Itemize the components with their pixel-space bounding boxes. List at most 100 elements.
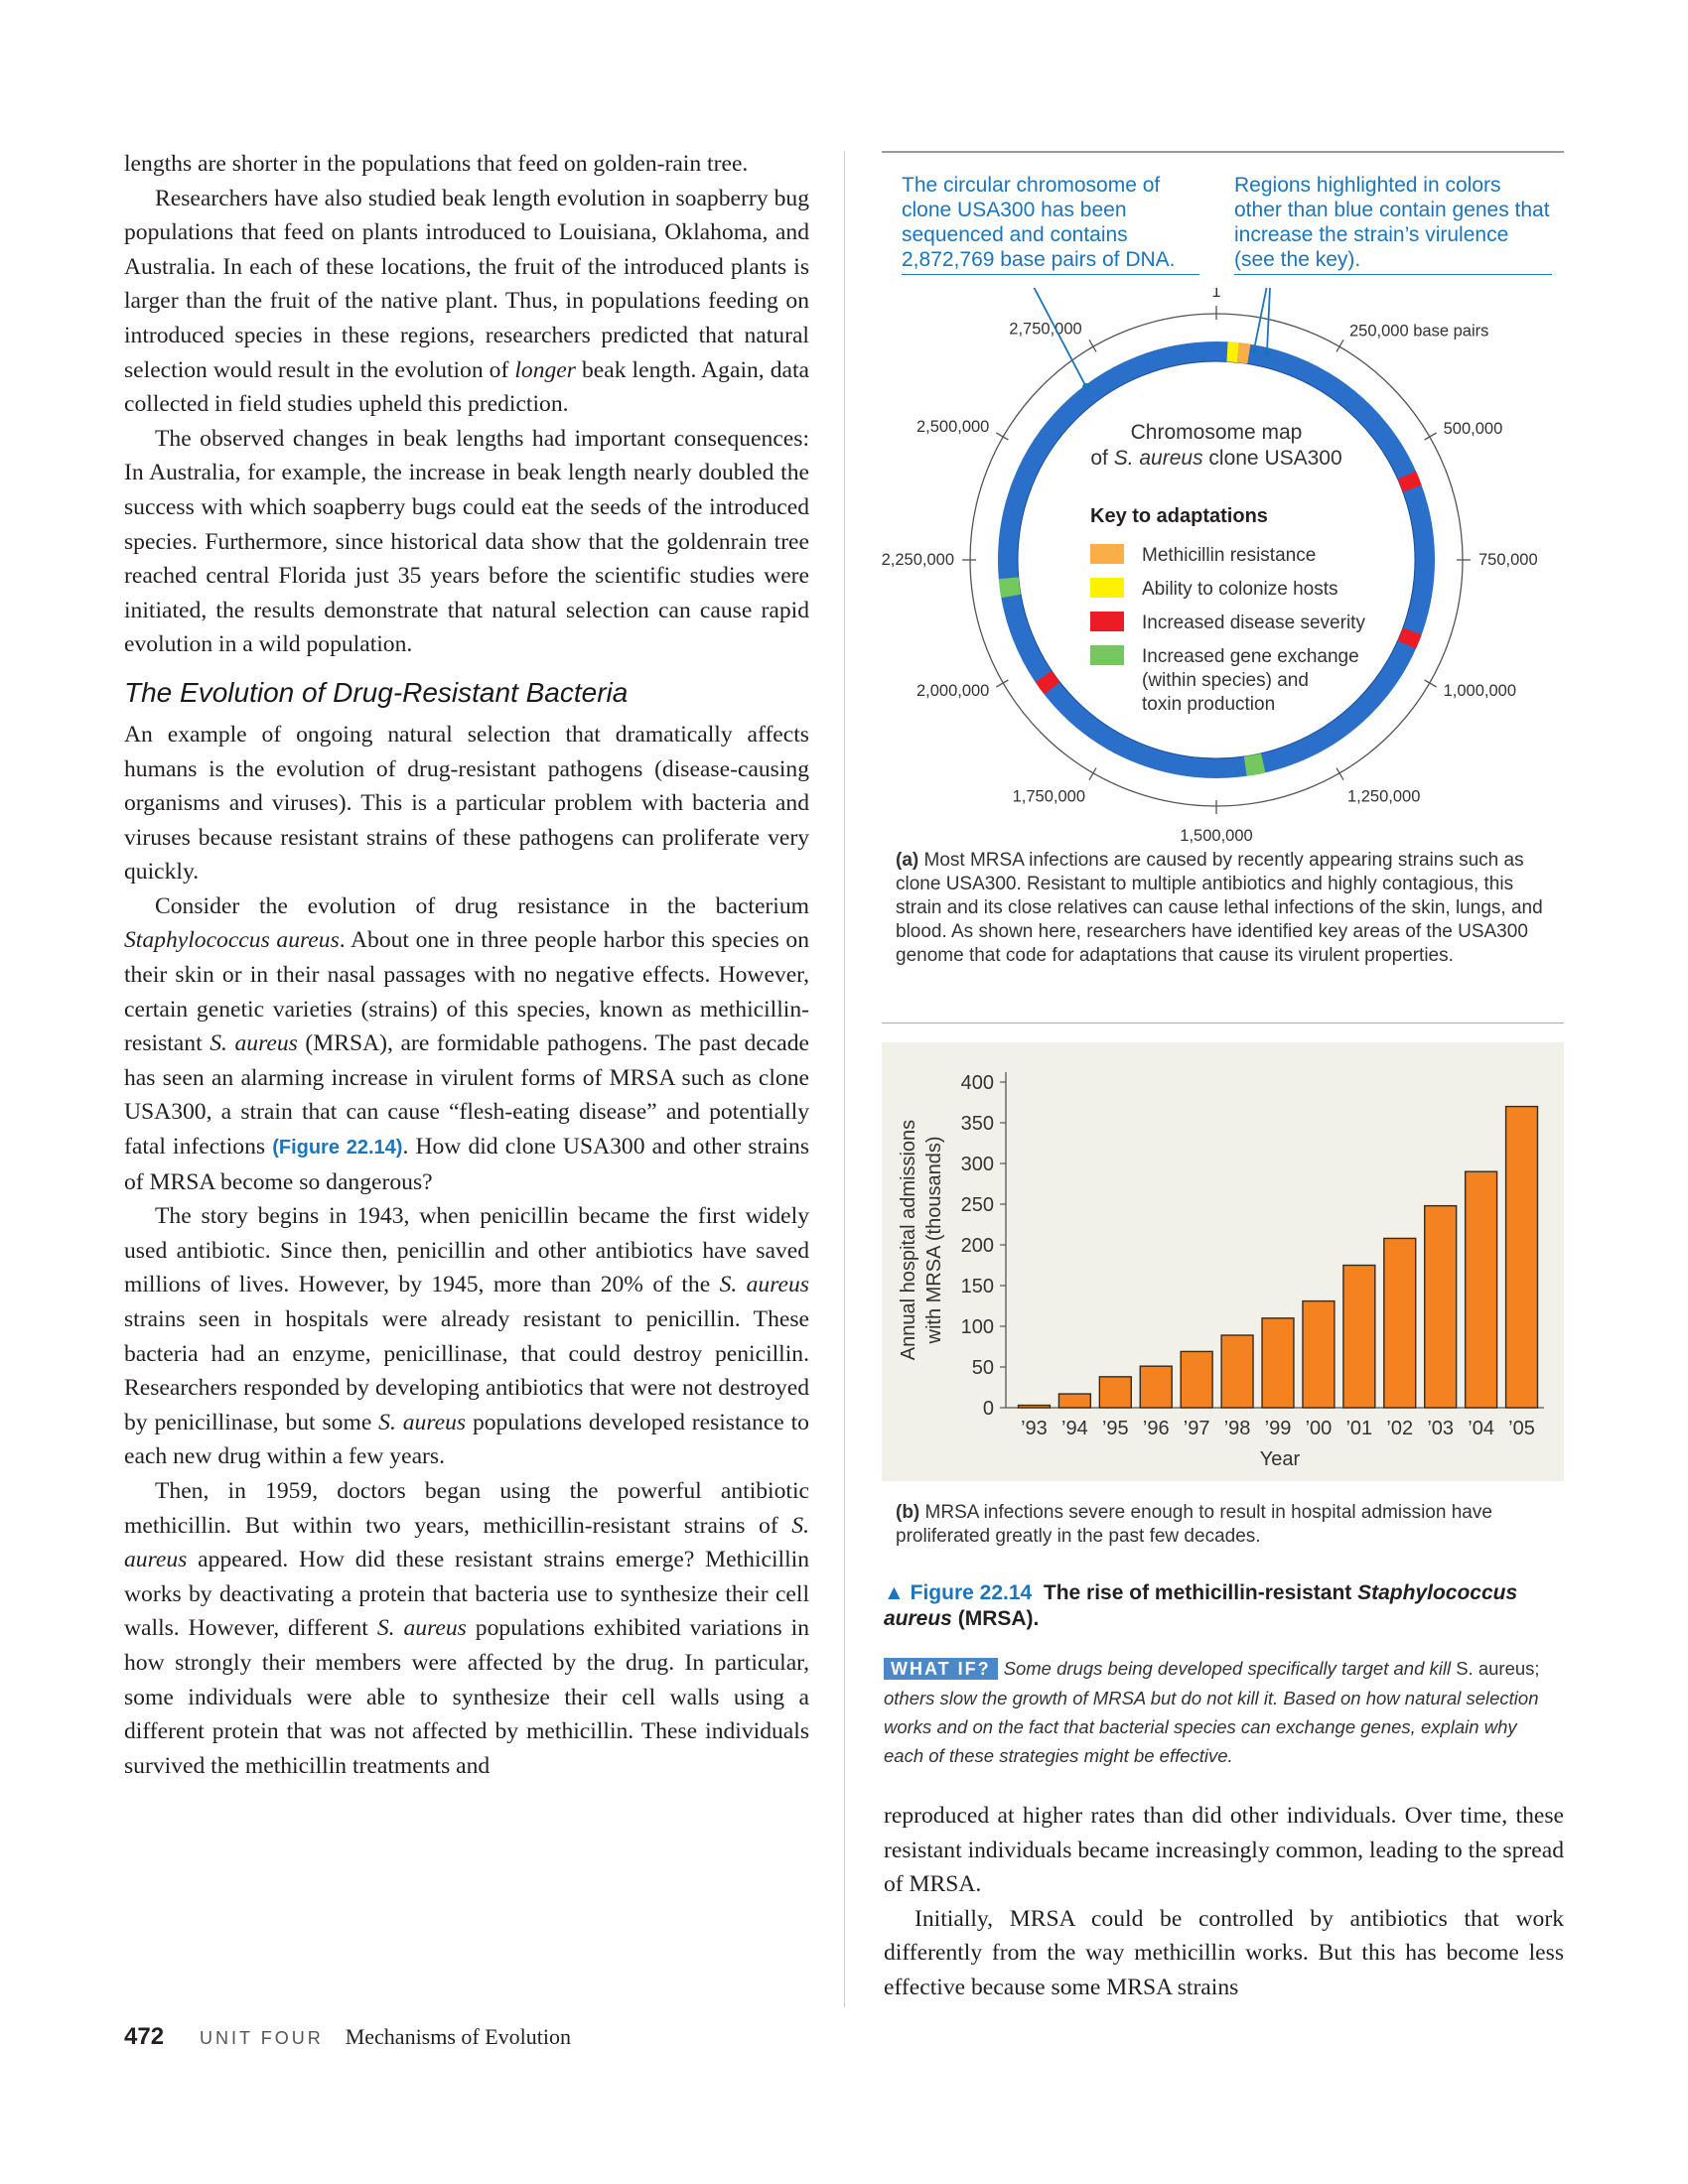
chromosome-map-diagram: 1 250,000 base pairs 500,000 750,000 1,000,0… <box>882 288 1538 844</box>
x-tick-label: ’02 <box>1386 1418 1413 1439</box>
bar <box>1017 1404 1052 1409</box>
scale-tick <box>1424 679 1438 688</box>
key-swatch <box>1090 578 1124 598</box>
species-name: S. aureus <box>376 1615 467 1642</box>
y-axis-label: with MRSA (thousands) <box>923 1137 945 1345</box>
bar <box>1057 1393 1092 1409</box>
bar <box>1504 1105 1539 1409</box>
paragraph: The story begins in 1943, when penicilli… <box>124 1199 809 1474</box>
species-name: S. aureus <box>719 1272 809 1298</box>
paragraph: Then, in 1959, doctors began using the p… <box>124 1474 809 1783</box>
caption-text: MRSA infections severe enough to result … <box>896 1502 1492 1547</box>
y-tick-label: 400 <box>961 1072 994 1094</box>
callout-pointer-dot <box>1082 383 1090 391</box>
bar <box>1464 1170 1498 1409</box>
callout-pointer-dot <box>1263 349 1271 357</box>
key-label: toxin production <box>1142 694 1275 715</box>
key-label: Methicillin resistance <box>1142 545 1316 566</box>
paragraph: An example of ongoing natural selection … <box>124 721 809 886</box>
bar <box>1302 1299 1336 1409</box>
y-tick-label: 100 <box>961 1316 994 1338</box>
figure-divider <box>882 1023 1564 1024</box>
y-tick-label: 350 <box>961 1113 994 1135</box>
species-name: S. aureus <box>124 1512 809 1573</box>
text-run: populations developed resistance to each… <box>124 1409 809 1470</box>
methicillin-resistance-segment <box>1236 342 1251 364</box>
key-label: Ability to colonize hosts <box>1142 579 1338 600</box>
key-swatch <box>1090 544 1124 564</box>
gene-exchange-segment <box>998 577 1022 599</box>
text-run: . How did clone USA300 and other strains… <box>124 1134 809 1195</box>
key-swatch <box>1090 645 1124 665</box>
scale-label: 500,000 <box>1444 420 1503 438</box>
caption-b: (b) MRSA infections severe enough to res… <box>896 1501 1551 1549</box>
emphasis: longer <box>514 356 576 383</box>
y-axis-label: Annual hospital admissions <box>898 1120 919 1360</box>
figure-title: ▲ Figure 22.14 The rise of methicillin-r… <box>884 1580 1559 1632</box>
figure-reference-link[interactable]: (Figure 22.14) <box>272 1137 403 1160</box>
what-if-question: WHAT IF? Some drugs being developed speci… <box>884 1654 1559 1770</box>
figure-top-rule <box>882 151 1564 153</box>
question-text: others slow the growth of MRSA but do no… <box>884 1688 1539 1766</box>
scale-tick <box>995 432 1009 441</box>
bar-chart: 0 50 100 150 200 250 300 350 400 Annual hospital … <box>898 1072 1544 1470</box>
bar <box>1139 1365 1173 1409</box>
paragraph: Initially, MRSA could be controlled by a… <box>884 1905 1564 2000</box>
figure-number: Figure 22.14 <box>910 1581 1033 1604</box>
scale-label: 2,250,000 <box>882 551 954 569</box>
text-run: (MRSA), are formidable pathogens. The pa… <box>124 1030 809 1160</box>
column-divider <box>844 151 845 2007</box>
callout-pointer <box>1033 288 1087 388</box>
bar-chart-panel: 0 50 100 150 200 250 300 350 400 Annual hospital … <box>882 1042 1564 1481</box>
y-tick-label: 50 <box>972 1357 994 1379</box>
text-run: The story begins in 1943, when penicilli… <box>124 1203 809 1298</box>
species-name: S. aureus <box>378 1409 467 1435</box>
triangle-icon: ▲ <box>884 1581 905 1604</box>
disease-severity-segment <box>1397 627 1422 649</box>
caption-label: (a) <box>896 850 919 871</box>
chromosome-ring <box>998 341 1435 778</box>
bar <box>1424 1204 1458 1409</box>
key-swatch <box>1090 612 1124 631</box>
species-name: S. aureus <box>210 1030 298 1057</box>
callout-pointer-dot <box>1250 347 1258 355</box>
scale-label: 2,750,000 <box>1009 320 1081 338</box>
callout-chromosome: The circular chromosome of clone USA300 … <box>902 173 1199 275</box>
y-tick-label: 0 <box>983 1398 994 1420</box>
scale-label: 2,500,000 <box>916 418 989 436</box>
colonize-hosts-segment <box>1226 341 1239 363</box>
scale-tick <box>1088 767 1097 781</box>
key-title: Key to adaptations <box>1090 505 1268 527</box>
paragraph: lengths are shorter in the populations t… <box>124 151 749 177</box>
text-run: Consider the evolution of drug resistanc… <box>155 892 809 919</box>
map-subtitle: of S. aureus clone USA300 <box>1090 447 1341 470</box>
callout-pointer <box>1253 288 1268 350</box>
scale-label: 1 <box>1211 288 1220 301</box>
scale-label: 750,000 <box>1478 551 1538 569</box>
question-text: Some drugs being developed specifically … <box>1003 1658 1457 1679</box>
species-name: S. aureus; <box>1456 1658 1540 1679</box>
y-tick-label: 200 <box>961 1235 994 1257</box>
x-tick-label: ’95 <box>1102 1418 1129 1439</box>
text-run: Then, in 1959, doctors began using the p… <box>124 1477 809 1539</box>
bar <box>1180 1350 1213 1409</box>
text-run: beak length. Again, data collected in fi… <box>124 356 810 418</box>
x-tick-label: ’05 <box>1508 1418 1535 1439</box>
paragraph: The observed changes in beak lengths had… <box>124 425 809 658</box>
scale-tick <box>995 679 1009 688</box>
x-tick-label: ’01 <box>1345 1418 1372 1439</box>
scale-label: 2,000,000 <box>916 682 989 700</box>
unit-title: Mechanisms of Evolution <box>345 2024 572 2049</box>
caption-text: Most MRSA infections are caused by recen… <box>896 850 1543 966</box>
scale-tick <box>1336 767 1344 781</box>
scale-label: 1,250,000 <box>1347 788 1420 806</box>
x-tick-label: ’93 <box>1021 1418 1048 1439</box>
x-tick-label: ’00 <box>1306 1418 1333 1439</box>
text-run: Researchers have also studied beak lengt… <box>124 185 809 383</box>
disease-severity-segment <box>1035 670 1060 695</box>
map-title: Chromosome map <box>1131 421 1303 444</box>
species-name: Staphylococcus aureus <box>884 1581 1518 1630</box>
key-label: (within species) and <box>1142 670 1309 691</box>
text-run: strains seen in hospitals were already r… <box>124 1306 809 1435</box>
y-tick-label: 150 <box>961 1276 994 1297</box>
